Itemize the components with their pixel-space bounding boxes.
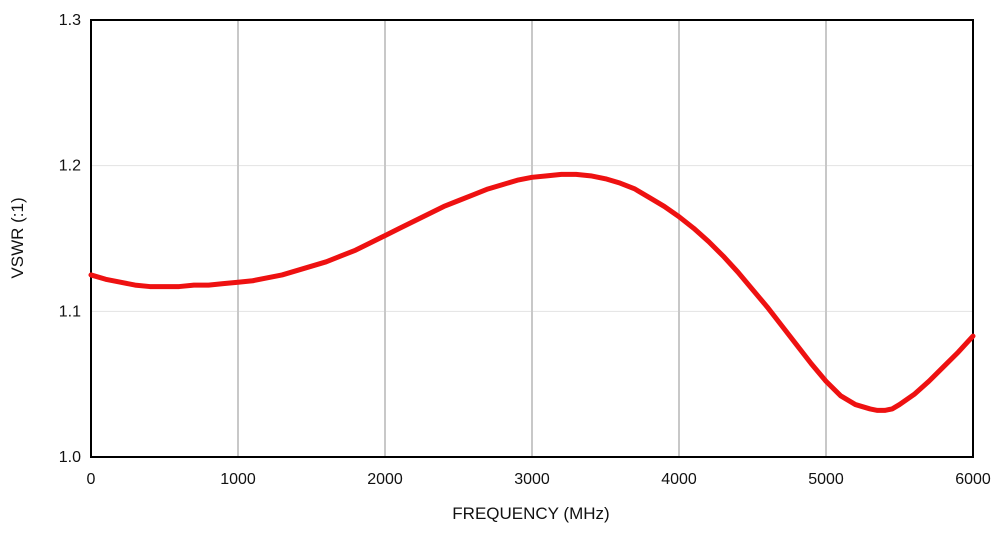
x-axis-label: FREQUENCY (MHz)	[452, 504, 609, 523]
y-tick-label: 1.1	[59, 303, 81, 320]
x-tick-label: 1000	[220, 471, 256, 488]
x-tick-label: 5000	[808, 471, 844, 488]
y-tick-label: 1.3	[59, 12, 81, 29]
y-axis-label: VSWR (:1)	[8, 197, 27, 278]
x-tick-label: 4000	[661, 471, 697, 488]
y-tick-label: 1.2	[59, 158, 81, 175]
grid-layer	[91, 20, 973, 457]
x-tick-label: 6000	[955, 471, 991, 488]
plot-frame	[90, 19, 974, 458]
x-tick-label: 0	[87, 471, 96, 488]
y-tick-label: 1.0	[59, 449, 81, 466]
x-tick-label: 2000	[367, 471, 403, 488]
tick-label-layer: 1.0 1.1 1.2 1.3 0 1000 2000 3000 4000 5000 6000	[59, 12, 991, 488]
vswr-series-line	[88, 171, 976, 413]
series-layer	[88, 171, 976, 413]
x-tick-label: 3000	[514, 471, 550, 488]
